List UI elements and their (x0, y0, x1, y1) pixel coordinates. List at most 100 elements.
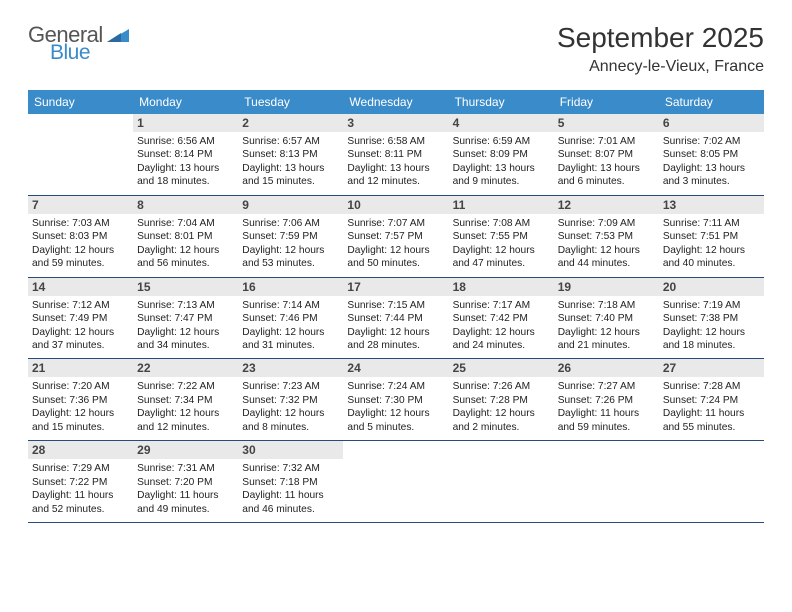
day-number: 19 (554, 278, 659, 296)
day-info-line: Sunrise: 7:26 AM (453, 380, 550, 393)
day-info-line: Sunset: 7:57 PM (347, 230, 444, 243)
day-number: 30 (238, 441, 343, 459)
day-info-line: Sunrise: 7:07 AM (347, 217, 444, 230)
day-info-line: Sunset: 7:30 PM (347, 394, 444, 407)
day-info-line: Sunset: 7:28 PM (453, 394, 550, 407)
day-info-line: and 12 minutes. (347, 175, 444, 188)
day-cell: 14Sunrise: 7:12 AMSunset: 7:49 PMDayligh… (28, 277, 133, 359)
day-info-line: Sunset: 8:03 PM (32, 230, 129, 243)
day-info-line: and 2 minutes. (453, 421, 550, 434)
week-row: 28Sunrise: 7:29 AMSunset: 7:22 PMDayligh… (28, 441, 764, 523)
day-number: 25 (449, 359, 554, 377)
day-info-line: Sunset: 7:22 PM (32, 476, 129, 489)
day-number: 11 (449, 196, 554, 214)
day-cell: 6Sunrise: 7:02 AMSunset: 8:05 PMDaylight… (659, 114, 764, 195)
day-info-line: Sunset: 8:14 PM (137, 148, 234, 161)
day-info-line: Daylight: 12 hours (663, 244, 760, 257)
day-info-line: Sunrise: 7:12 AM (32, 299, 129, 312)
day-info-line: Sunrise: 7:28 AM (663, 380, 760, 393)
day-number: 23 (238, 359, 343, 377)
title-block: September 2025 Annecy-le-Vieux, France (557, 22, 764, 76)
day-info-line: Daylight: 12 hours (453, 244, 550, 257)
day-info-line: Sunset: 8:07 PM (558, 148, 655, 161)
day-info-line: and 49 minutes. (137, 503, 234, 516)
day-info: Sunrise: 7:15 AMSunset: 7:44 PMDaylight:… (343, 296, 448, 353)
day-number: 2 (238, 114, 343, 132)
day-info-line: Sunrise: 7:01 AM (558, 135, 655, 148)
day-info-line: Daylight: 12 hours (347, 407, 444, 420)
day-info-line: Sunset: 8:09 PM (453, 148, 550, 161)
day-info-line: Daylight: 12 hours (32, 244, 129, 257)
day-info-line: Daylight: 13 hours (242, 162, 339, 175)
day-info: Sunrise: 7:14 AMSunset: 7:46 PMDaylight:… (238, 296, 343, 353)
calendar-table: Sunday Monday Tuesday Wednesday Thursday… (28, 90, 764, 523)
week-row: 7Sunrise: 7:03 AMSunset: 8:03 PMDaylight… (28, 195, 764, 277)
day-info: Sunrise: 6:58 AMSunset: 8:11 PMDaylight:… (343, 132, 448, 189)
day-number: 15 (133, 278, 238, 296)
col-friday: Friday (554, 90, 659, 114)
day-number: 14 (28, 278, 133, 296)
day-info: Sunrise: 6:56 AMSunset: 8:14 PMDaylight:… (133, 132, 238, 189)
day-info-line: and 50 minutes. (347, 257, 444, 270)
day-cell: 2Sunrise: 6:57 AMSunset: 8:13 PMDaylight… (238, 114, 343, 195)
day-info-line: Sunrise: 7:14 AM (242, 299, 339, 312)
day-cell: 10Sunrise: 7:07 AMSunset: 7:57 PMDayligh… (343, 195, 448, 277)
day-info-line: Sunset: 7:59 PM (242, 230, 339, 243)
day-info: Sunrise: 7:08 AMSunset: 7:55 PMDaylight:… (449, 214, 554, 271)
day-info-line: Sunset: 7:38 PM (663, 312, 760, 325)
day-info-line: Sunrise: 6:56 AM (137, 135, 234, 148)
day-number: 16 (238, 278, 343, 296)
page: General Blue September 2025 Annecy-le-Vi… (0, 0, 792, 543)
day-info: Sunrise: 7:28 AMSunset: 7:24 PMDaylight:… (659, 377, 764, 434)
day-number: 22 (133, 359, 238, 377)
day-number: 1 (133, 114, 238, 132)
day-cell: 27Sunrise: 7:28 AMSunset: 7:24 PMDayligh… (659, 359, 764, 441)
day-cell: 25Sunrise: 7:26 AMSunset: 7:28 PMDayligh… (449, 359, 554, 441)
day-info-line: Sunset: 7:24 PM (663, 394, 760, 407)
calendar-body: 1Sunrise: 6:56 AMSunset: 8:14 PMDaylight… (28, 114, 764, 523)
day-cell (659, 441, 764, 523)
day-info-line: Daylight: 11 hours (242, 489, 339, 502)
day-info: Sunrise: 7:19 AMSunset: 7:38 PMDaylight:… (659, 296, 764, 353)
day-info-line: Sunset: 7:53 PM (558, 230, 655, 243)
day-info-line: Daylight: 13 hours (347, 162, 444, 175)
day-info-line: Sunset: 8:13 PM (242, 148, 339, 161)
day-info-line: and 8 minutes. (242, 421, 339, 434)
day-info-line: and 46 minutes. (242, 503, 339, 516)
day-info-line: Daylight: 13 hours (558, 162, 655, 175)
day-cell: 28Sunrise: 7:29 AMSunset: 7:22 PMDayligh… (28, 441, 133, 523)
day-info-line: Daylight: 12 hours (558, 244, 655, 257)
day-info: Sunrise: 7:29 AMSunset: 7:22 PMDaylight:… (28, 459, 133, 516)
day-info: Sunrise: 7:04 AMSunset: 8:01 PMDaylight:… (133, 214, 238, 271)
day-info-line: Daylight: 13 hours (137, 162, 234, 175)
day-cell: 5Sunrise: 7:01 AMSunset: 8:07 PMDaylight… (554, 114, 659, 195)
day-info-line: and 31 minutes. (242, 339, 339, 352)
day-number: 28 (28, 441, 133, 459)
day-info-line: Sunset: 7:49 PM (32, 312, 129, 325)
day-info: Sunrise: 7:18 AMSunset: 7:40 PMDaylight:… (554, 296, 659, 353)
day-info-line: Sunrise: 7:19 AM (663, 299, 760, 312)
day-info: Sunrise: 7:23 AMSunset: 7:32 PMDaylight:… (238, 377, 343, 434)
week-row: 21Sunrise: 7:20 AMSunset: 7:36 PMDayligh… (28, 359, 764, 441)
day-cell: 1Sunrise: 6:56 AMSunset: 8:14 PMDaylight… (133, 114, 238, 195)
day-info-line: Sunrise: 7:03 AM (32, 217, 129, 230)
col-monday: Monday (133, 90, 238, 114)
day-info: Sunrise: 7:07 AMSunset: 7:57 PMDaylight:… (343, 214, 448, 271)
day-info-line: Sunrise: 7:27 AM (558, 380, 655, 393)
day-info-line: and 56 minutes. (137, 257, 234, 270)
logo-text-blue: Blue (50, 42, 129, 63)
day-number: 20 (659, 278, 764, 296)
day-number: 26 (554, 359, 659, 377)
day-info-line: Sunset: 7:42 PM (453, 312, 550, 325)
day-cell: 15Sunrise: 7:13 AMSunset: 7:47 PMDayligh… (133, 277, 238, 359)
day-info-line: Daylight: 12 hours (558, 326, 655, 339)
day-info-line: Sunset: 7:51 PM (663, 230, 760, 243)
day-number: 4 (449, 114, 554, 132)
day-info-line: and 15 minutes. (32, 421, 129, 434)
logo: General Blue (28, 22, 129, 63)
day-cell: 19Sunrise: 7:18 AMSunset: 7:40 PMDayligh… (554, 277, 659, 359)
day-info: Sunrise: 7:09 AMSunset: 7:53 PMDaylight:… (554, 214, 659, 271)
day-cell: 11Sunrise: 7:08 AMSunset: 7:55 PMDayligh… (449, 195, 554, 277)
day-info-line: and 59 minutes. (32, 257, 129, 270)
day-info-line: Sunrise: 7:31 AM (137, 462, 234, 475)
